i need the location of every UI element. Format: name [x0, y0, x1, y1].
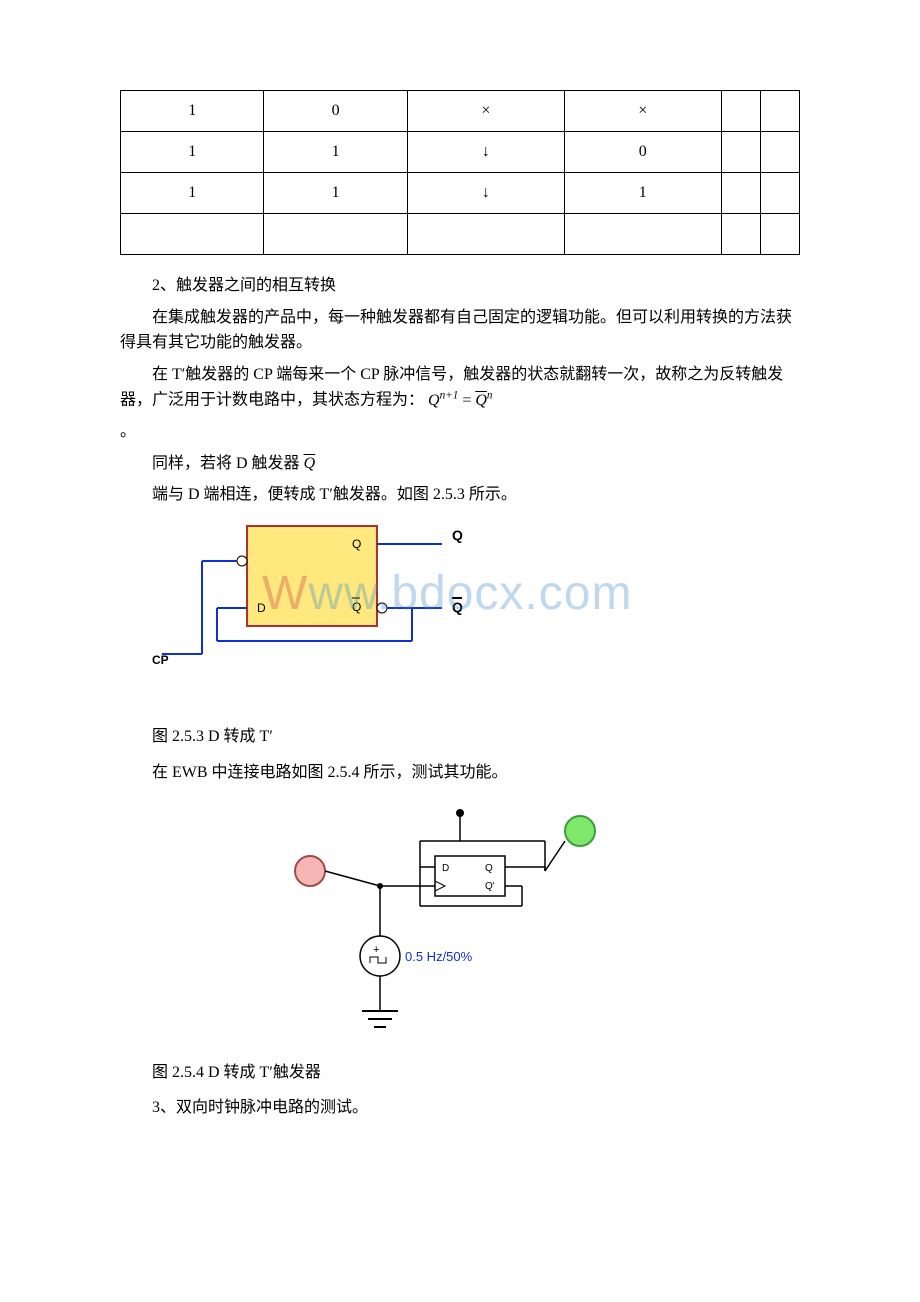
cell: 1	[121, 132, 264, 173]
cell	[407, 214, 564, 255]
table-row: 1 1 ↓ 1	[121, 173, 800, 214]
svg-text:Q: Q	[485, 863, 493, 874]
cell: 1	[121, 91, 264, 132]
table-row: 1 0 × ×	[121, 91, 800, 132]
svg-text:D: D	[257, 601, 266, 615]
cell	[721, 214, 760, 255]
cell: ×	[564, 91, 721, 132]
cell: 0	[264, 91, 407, 132]
paragraph-tprime: 在 T′触发器的 CP 端每来一个 CP 脉冲信号，触发器的状态就翻转一次，故称…	[120, 362, 800, 414]
svg-text:Q: Q	[352, 537, 361, 551]
heading-conversion: 2、触发器之间的相互转换	[120, 273, 800, 299]
paragraph-intro: 在集成触发器的产品中，每一种触发器都有自己固定的逻辑功能。但可以利用转换的方法获…	[120, 305, 800, 356]
ewb-circuit-icon: D Q Q' +	[260, 801, 640, 1041]
cell: 1	[121, 173, 264, 214]
d-to-tprime-diagram-icon: Q Q Q Q D CP	[152, 516, 492, 666]
table-row: 1 1 ↓ 0	[121, 132, 800, 173]
text: 同样，若将 D 触发器	[152, 455, 300, 472]
paragraph-connect: 端与 D 端相连，便转成 T′触发器。如图 2.5.3 所示。	[120, 482, 800, 508]
cell	[721, 91, 760, 132]
cell	[760, 214, 799, 255]
table-row	[121, 214, 800, 255]
svg-text:+: +	[373, 944, 379, 956]
svg-text:Q: Q	[352, 600, 361, 614]
svg-text:CP: CP	[152, 653, 169, 666]
cell: ↓	[407, 132, 564, 173]
cell	[121, 214, 264, 255]
svg-text:Q: Q	[452, 527, 463, 543]
truth-table: 1 0 × × 1 1 ↓ 0 1 1 ↓ 1	[120, 90, 800, 255]
equation-state: Qn+1 = Qn	[428, 392, 493, 409]
svg-text:D: D	[442, 863, 449, 874]
figure-2-5-3-caption: 图 2.5.3 D 转成 T′	[120, 724, 800, 750]
cell: 1	[564, 173, 721, 214]
svg-text:Q': Q'	[485, 881, 495, 892]
figure-2-5-4: D Q Q' +	[260, 801, 800, 1050]
paragraph-d-qbar: 同样，若将 D 触发器 Q	[120, 451, 800, 477]
figure-2-5-4-caption: 图 2.5.4 D 转成 T′触发器	[120, 1060, 800, 1086]
cell: ↓	[407, 173, 564, 214]
svg-text:Q: Q	[452, 599, 463, 615]
cell	[760, 132, 799, 173]
cell	[721, 132, 760, 173]
paragraph-ewb: 在 EWB 中连接电路如图 2.5.4 所示，测试其功能。	[120, 760, 800, 786]
symbol-qbar: Q	[304, 455, 316, 472]
cell	[760, 91, 799, 132]
cell: ×	[407, 91, 564, 132]
cell: 1	[264, 132, 407, 173]
heading-bidir-clock: 3、双向时钟脉冲电路的测试。	[120, 1095, 800, 1121]
cell	[564, 214, 721, 255]
cell	[760, 173, 799, 214]
cell	[721, 173, 760, 214]
cell: 1	[264, 173, 407, 214]
period: 。	[120, 419, 800, 445]
svg-text:0.5 Hz/50%: 0.5 Hz/50%	[405, 949, 473, 964]
figure-2-5-3: Www.bdocx.com Q Q Q Q D	[152, 516, 800, 676]
cell: 0	[564, 132, 721, 173]
cell	[264, 214, 407, 255]
